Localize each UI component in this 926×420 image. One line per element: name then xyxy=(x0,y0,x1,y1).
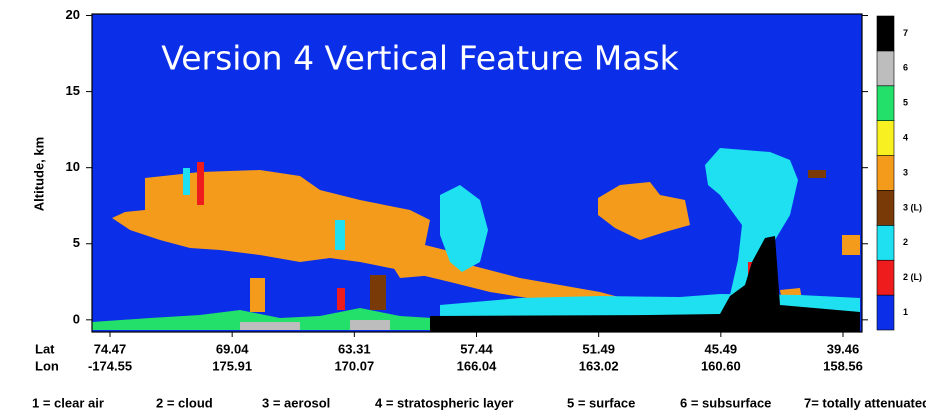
colorbar-label: 4 xyxy=(903,132,908,142)
legend-entry: 1 = clear air xyxy=(32,395,104,410)
legend-entry: 3 = aerosol xyxy=(262,395,330,410)
lon-label: 160.60 xyxy=(701,358,741,373)
colorbar-label: 2 xyxy=(903,237,908,247)
elevated-aerosol xyxy=(370,275,386,310)
cloud-low-region xyxy=(337,288,345,310)
legend-entry: 2 = cloud xyxy=(156,395,213,410)
y-tick-label: 5 xyxy=(73,235,80,250)
cloud-region xyxy=(183,168,190,195)
colorbar-segment xyxy=(877,225,894,260)
colorbar-segment xyxy=(877,156,894,191)
lon-label: 163.02 xyxy=(579,358,619,373)
lat-label: 63.31 xyxy=(338,341,371,356)
y-tick-label: 10 xyxy=(66,159,80,174)
y-tick-label: 20 xyxy=(66,7,80,22)
lat-label: 69.04 xyxy=(216,341,249,356)
cloud-region xyxy=(335,220,345,250)
colorbar-segment xyxy=(877,86,894,121)
y-tick-label: 0 xyxy=(73,311,80,326)
lat-label: 39.46 xyxy=(827,341,860,356)
colorbar-segment xyxy=(877,16,894,51)
colorbar-segment xyxy=(877,121,894,156)
legend-entry: 6 = subsurface xyxy=(680,395,771,410)
x-row-label: Lon xyxy=(35,358,59,373)
y-axis-label: Altitude, km xyxy=(31,137,46,211)
colorbar-segment xyxy=(877,51,894,86)
colorbar-label: 7 xyxy=(903,28,908,38)
subsurface-region xyxy=(350,320,390,330)
aerosol-region xyxy=(250,278,265,312)
legend-entry: 5 = surface xyxy=(567,395,635,410)
colorbar-segment xyxy=(877,260,894,295)
lon-label: 175.91 xyxy=(212,358,252,373)
lon-label: 170.07 xyxy=(334,358,374,373)
lat-label: 74.47 xyxy=(94,341,127,356)
lat-label: 45.49 xyxy=(705,341,738,356)
colorbar-label: 2 (L) xyxy=(903,272,922,282)
chart: Version 4 Vertical Feature Mask Altitude… xyxy=(0,0,926,415)
subsurface-region xyxy=(240,322,300,330)
legend-entry: 4 = stratospheric layer xyxy=(375,395,513,410)
elevated-aerosol xyxy=(808,170,826,178)
lon-label: -174.55 xyxy=(88,358,132,373)
colorbar-label: 6 xyxy=(903,63,908,73)
legend-entry: 7= totally attenuated xyxy=(804,395,926,410)
colorbar-label: 5 xyxy=(903,98,908,108)
colorbar-segment xyxy=(877,190,894,225)
colorbar-label: 3 (L) xyxy=(903,202,922,212)
colorbar-segment xyxy=(877,295,894,330)
lat-label: 51.49 xyxy=(582,341,615,356)
chart-title: Version 4 Vertical Feature Mask xyxy=(161,39,679,78)
page: {"chart_data": { "type": "heatmap", "tit… xyxy=(0,0,926,415)
cloud-low-region xyxy=(197,162,204,205)
x-row-label: Lat xyxy=(35,341,55,356)
y-tick-label: 15 xyxy=(66,83,80,98)
aerosol-region xyxy=(842,235,860,255)
lon-label: 166.04 xyxy=(457,358,498,373)
colorbar-label: 1 xyxy=(903,307,908,317)
lat-label: 57.44 xyxy=(460,341,493,356)
colorbar-label: 3 xyxy=(903,167,908,177)
lon-label: 158.56 xyxy=(823,358,863,373)
